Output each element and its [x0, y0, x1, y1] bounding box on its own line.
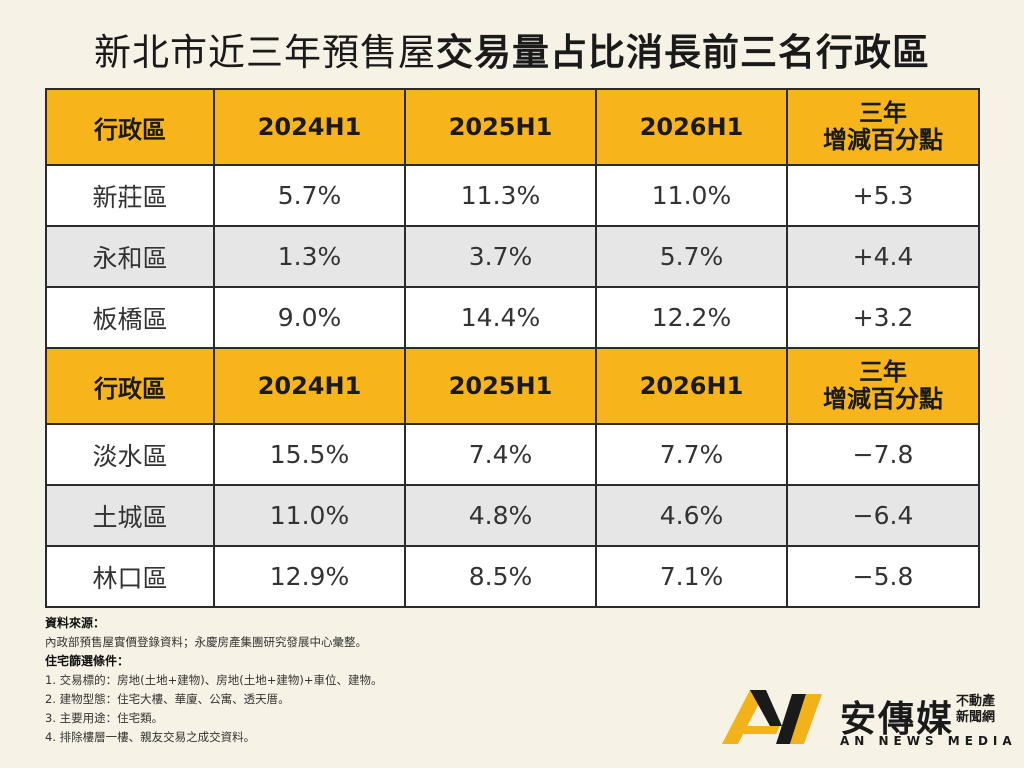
brand-name-en: AN NEWS MEDIA — [840, 734, 1017, 748]
brand-name-cn: 安傳媒 — [840, 699, 955, 740]
header-2026h1: 2026H1 — [595, 347, 788, 425]
criteria-heading: 住宅篩選條件： — [45, 654, 130, 668]
cell-district: 板橋區 — [45, 286, 215, 349]
header-change-line1: 三年 — [859, 358, 907, 386]
cell-2026: 7.1% — [595, 545, 788, 608]
source-heading: 資料來源： — [45, 616, 106, 630]
cell-change: +3.2 — [786, 286, 980, 349]
an-logo-icon — [722, 690, 822, 744]
district-table: 行政區 2024H1 2025H1 2026H1 三年 增減百分點 新莊區 5.… — [45, 88, 980, 608]
cell-2026: 4.6% — [595, 484, 788, 547]
header-change-line1: 三年 — [859, 99, 907, 127]
cell-2024: 5.7% — [213, 164, 406, 227]
header-2024h1: 2024H1 — [213, 88, 406, 166]
cell-change: +4.4 — [786, 225, 980, 288]
cell-district: 淡水區 — [45, 423, 215, 486]
cell-district: 林口區 — [45, 545, 215, 608]
brand-subtitle: 不動產 新聞網 — [956, 694, 1006, 726]
cell-2026: 12.2% — [595, 286, 788, 349]
cell-change: −5.8 — [786, 545, 980, 608]
cell-district: 永和區 — [45, 225, 215, 288]
cell-2025: 3.7% — [404, 225, 597, 288]
table-row: 永和區 1.3% 3.7% 5.7% +4.4 — [45, 225, 980, 288]
header-2025h1: 2025H1 — [404, 88, 597, 166]
title-part1: 新北市近三年預售屋 — [94, 31, 436, 74]
brand-sub-line2: 新聞網 — [956, 710, 996, 725]
cell-change: −6.4 — [786, 484, 980, 547]
cell-2026: 11.0% — [595, 164, 788, 227]
cell-2026: 5.7% — [595, 225, 788, 288]
table-row: 林口區 12.9% 8.5% 7.1% −5.8 — [45, 545, 980, 608]
cell-2024: 15.5% — [213, 423, 406, 486]
header-2026h1: 2026H1 — [595, 88, 788, 166]
header-change: 三年 增減百分點 — [786, 347, 980, 425]
criteria-item: 2. 建物型態：住宅大樓、華廈、公寓、透天厝。 — [45, 692, 290, 706]
cell-change: +5.3 — [786, 164, 980, 227]
cell-2024: 9.0% — [213, 286, 406, 349]
table-header-bottom: 行政區 2024H1 2025H1 2026H1 三年 增減百分點 — [45, 347, 980, 425]
table-row: 板橋區 9.0% 14.4% 12.2% +3.2 — [45, 286, 980, 349]
page-title: 新北市近三年預售屋交易量占比消長前三名行政區 — [0, 22, 1024, 76]
cell-district: 土城區 — [45, 484, 215, 547]
criteria-item: 1. 交易標的：房地(土地+建物)、房地(土地+建物)+車位、建物。 — [45, 673, 383, 687]
cell-district: 新莊區 — [45, 164, 215, 227]
header-2024h1: 2024H1 — [213, 347, 406, 425]
criteria-item: 3. 主要用途：住宅類。 — [45, 711, 164, 725]
header-change-line2: 增減百分點 — [823, 126, 943, 154]
cell-2024: 12.9% — [213, 545, 406, 608]
footnotes: 資料來源： 內政部預售屋實價登錄資料；永慶房產集團研究發展中心彙整。 住宅篩選條… — [45, 614, 565, 747]
cell-2025: 11.3% — [404, 164, 597, 227]
cell-2025: 7.4% — [404, 423, 597, 486]
header-district: 行政區 — [45, 347, 215, 425]
title-part2: 交易量占比消長前三名行政區 — [436, 31, 930, 74]
table-row: 淡水區 15.5% 7.4% 7.7% −7.8 — [45, 423, 980, 486]
header-district: 行政區 — [45, 88, 215, 166]
table-row: 新莊區 5.7% 11.3% 11.0% +5.3 — [45, 164, 980, 227]
brand-logo: 安傳媒 不動產 新聞網 AN NEWS MEDIA — [720, 680, 1012, 750]
cell-2025: 4.8% — [404, 484, 597, 547]
cell-2026: 7.7% — [595, 423, 788, 486]
source-text: 內政部預售屋實價登錄資料；永慶房產集團研究發展中心彙整。 — [45, 635, 367, 649]
cell-2024: 1.3% — [213, 225, 406, 288]
cell-2024: 11.0% — [213, 484, 406, 547]
header-2025h1: 2025H1 — [404, 347, 597, 425]
header-change: 三年 增減百分點 — [786, 88, 980, 166]
header-change-line2: 增減百分點 — [823, 385, 943, 413]
cell-2025: 14.4% — [404, 286, 597, 349]
cell-2025: 8.5% — [404, 545, 597, 608]
cell-change: −7.8 — [786, 423, 980, 486]
table-header-top: 行政區 2024H1 2025H1 2026H1 三年 增減百分點 — [45, 88, 980, 166]
criteria-item: 4. 排除樓層一樓、親友交易之成交資料。 — [45, 730, 256, 744]
brand-sub-line1: 不動產 — [956, 694, 996, 709]
table-row: 土城區 11.0% 4.8% 4.6% −6.4 — [45, 484, 980, 547]
